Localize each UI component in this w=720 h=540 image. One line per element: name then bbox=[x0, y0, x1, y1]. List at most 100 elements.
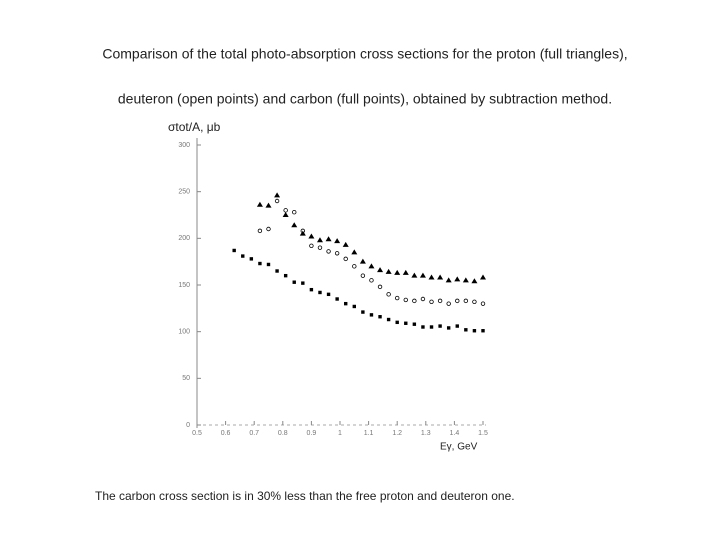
open-point bbox=[283, 208, 288, 213]
square-point bbox=[404, 321, 408, 325]
open-point bbox=[386, 292, 391, 297]
triangle-point bbox=[385, 268, 392, 274]
triangle-point bbox=[334, 238, 341, 244]
square-point bbox=[421, 325, 425, 329]
square-point bbox=[318, 290, 322, 295]
square-point bbox=[481, 329, 485, 333]
x-tick-label: 0.6 bbox=[221, 430, 231, 437]
square-point bbox=[335, 297, 339, 301]
triangle-point bbox=[480, 274, 486, 280]
triangle-point bbox=[325, 236, 332, 242]
x-tick-label: 1.2 bbox=[392, 430, 402, 437]
open-point bbox=[403, 297, 408, 303]
y-tick-label: 50 bbox=[182, 375, 190, 382]
open-point bbox=[292, 209, 297, 215]
open-point bbox=[274, 198, 280, 204]
square-point bbox=[455, 324, 459, 328]
open-point bbox=[437, 298, 443, 304]
y-tick-label: 100 bbox=[178, 329, 190, 336]
x-tick-label: 1.1 bbox=[364, 430, 374, 437]
open-point bbox=[446, 301, 451, 306]
y-tick-label: 300 bbox=[178, 142, 190, 149]
y-axis-label: σtot/A, μb bbox=[168, 120, 221, 134]
open-point bbox=[463, 298, 469, 304]
square-point bbox=[326, 292, 331, 297]
square-point bbox=[309, 287, 314, 292]
y-tick-label: 150 bbox=[178, 282, 190, 289]
square-point bbox=[258, 261, 262, 266]
x-tick-label: 1.4 bbox=[450, 430, 460, 437]
square-point bbox=[464, 328, 468, 332]
triangle-point bbox=[291, 222, 298, 228]
triangle-point bbox=[437, 274, 444, 280]
square-point bbox=[446, 326, 451, 330]
triangle-point bbox=[274, 192, 281, 198]
square-point bbox=[301, 281, 305, 285]
open-point bbox=[395, 295, 400, 301]
square-point bbox=[395, 320, 399, 325]
footer: The carbon cross section is in 30% less … bbox=[95, 489, 515, 503]
square-point bbox=[429, 325, 434, 329]
triangle-point bbox=[402, 269, 409, 275]
open-point bbox=[472, 299, 477, 304]
square-point bbox=[344, 301, 348, 306]
square-point bbox=[283, 273, 288, 278]
triangle-point bbox=[419, 272, 426, 278]
square-point bbox=[472, 329, 477, 333]
x-tick-label: 0.7 bbox=[249, 430, 259, 437]
triangle-point bbox=[308, 233, 315, 239]
triangle-point bbox=[471, 278, 478, 284]
open-point bbox=[317, 245, 323, 250]
x-axis-label: Eγ, GeV bbox=[440, 442, 478, 453]
square-point bbox=[412, 322, 417, 326]
square-point bbox=[369, 313, 374, 317]
y-tick-label: 0 bbox=[186, 422, 190, 429]
square-point bbox=[361, 310, 365, 314]
square-point bbox=[386, 317, 391, 322]
triangle-point bbox=[299, 230, 306, 236]
x-tick-label: 0.5 bbox=[192, 430, 202, 437]
x-tick-label: 0.9 bbox=[307, 430, 317, 437]
triangle-point bbox=[351, 249, 358, 255]
square-point bbox=[352, 304, 356, 309]
triangle-point bbox=[377, 267, 384, 273]
open-point bbox=[352, 264, 357, 269]
open-point bbox=[412, 298, 417, 304]
square-point bbox=[266, 262, 271, 267]
title-line: deuteron (open points) and carbon (full … bbox=[118, 91, 612, 107]
open-point bbox=[369, 278, 374, 283]
triangle-point bbox=[445, 277, 452, 283]
triangle-point bbox=[316, 237, 323, 243]
open-point bbox=[257, 228, 263, 234]
triangle-point bbox=[265, 202, 272, 208]
triangle-point bbox=[368, 263, 375, 269]
open-point bbox=[360, 273, 366, 278]
y-tick-label: 250 bbox=[178, 189, 190, 196]
open-point bbox=[300, 228, 306, 234]
triangle-point bbox=[359, 258, 366, 264]
triangle-point bbox=[282, 212, 289, 217]
open-point bbox=[420, 296, 426, 302]
open-point bbox=[266, 226, 271, 232]
square-point bbox=[249, 257, 254, 261]
open-point bbox=[326, 249, 331, 254]
x-tick-label: 1 bbox=[338, 430, 342, 437]
square-point bbox=[275, 269, 279, 273]
triangle-point bbox=[462, 277, 469, 283]
x-tick-label: 0.8 bbox=[278, 430, 288, 437]
x-tick-label: 1.5 bbox=[478, 430, 488, 437]
y-tick-label: 200 bbox=[178, 235, 190, 242]
open-point bbox=[377, 284, 383, 290]
square-point bbox=[232, 248, 236, 253]
open-point bbox=[455, 298, 460, 304]
triangle-point bbox=[256, 201, 263, 207]
triangle-point bbox=[454, 276, 461, 282]
square-point bbox=[292, 280, 296, 284]
open-point bbox=[309, 243, 314, 248]
triangle-point bbox=[342, 241, 349, 247]
square-point bbox=[378, 315, 382, 319]
square-point bbox=[438, 324, 442, 328]
open-point bbox=[343, 256, 348, 262]
